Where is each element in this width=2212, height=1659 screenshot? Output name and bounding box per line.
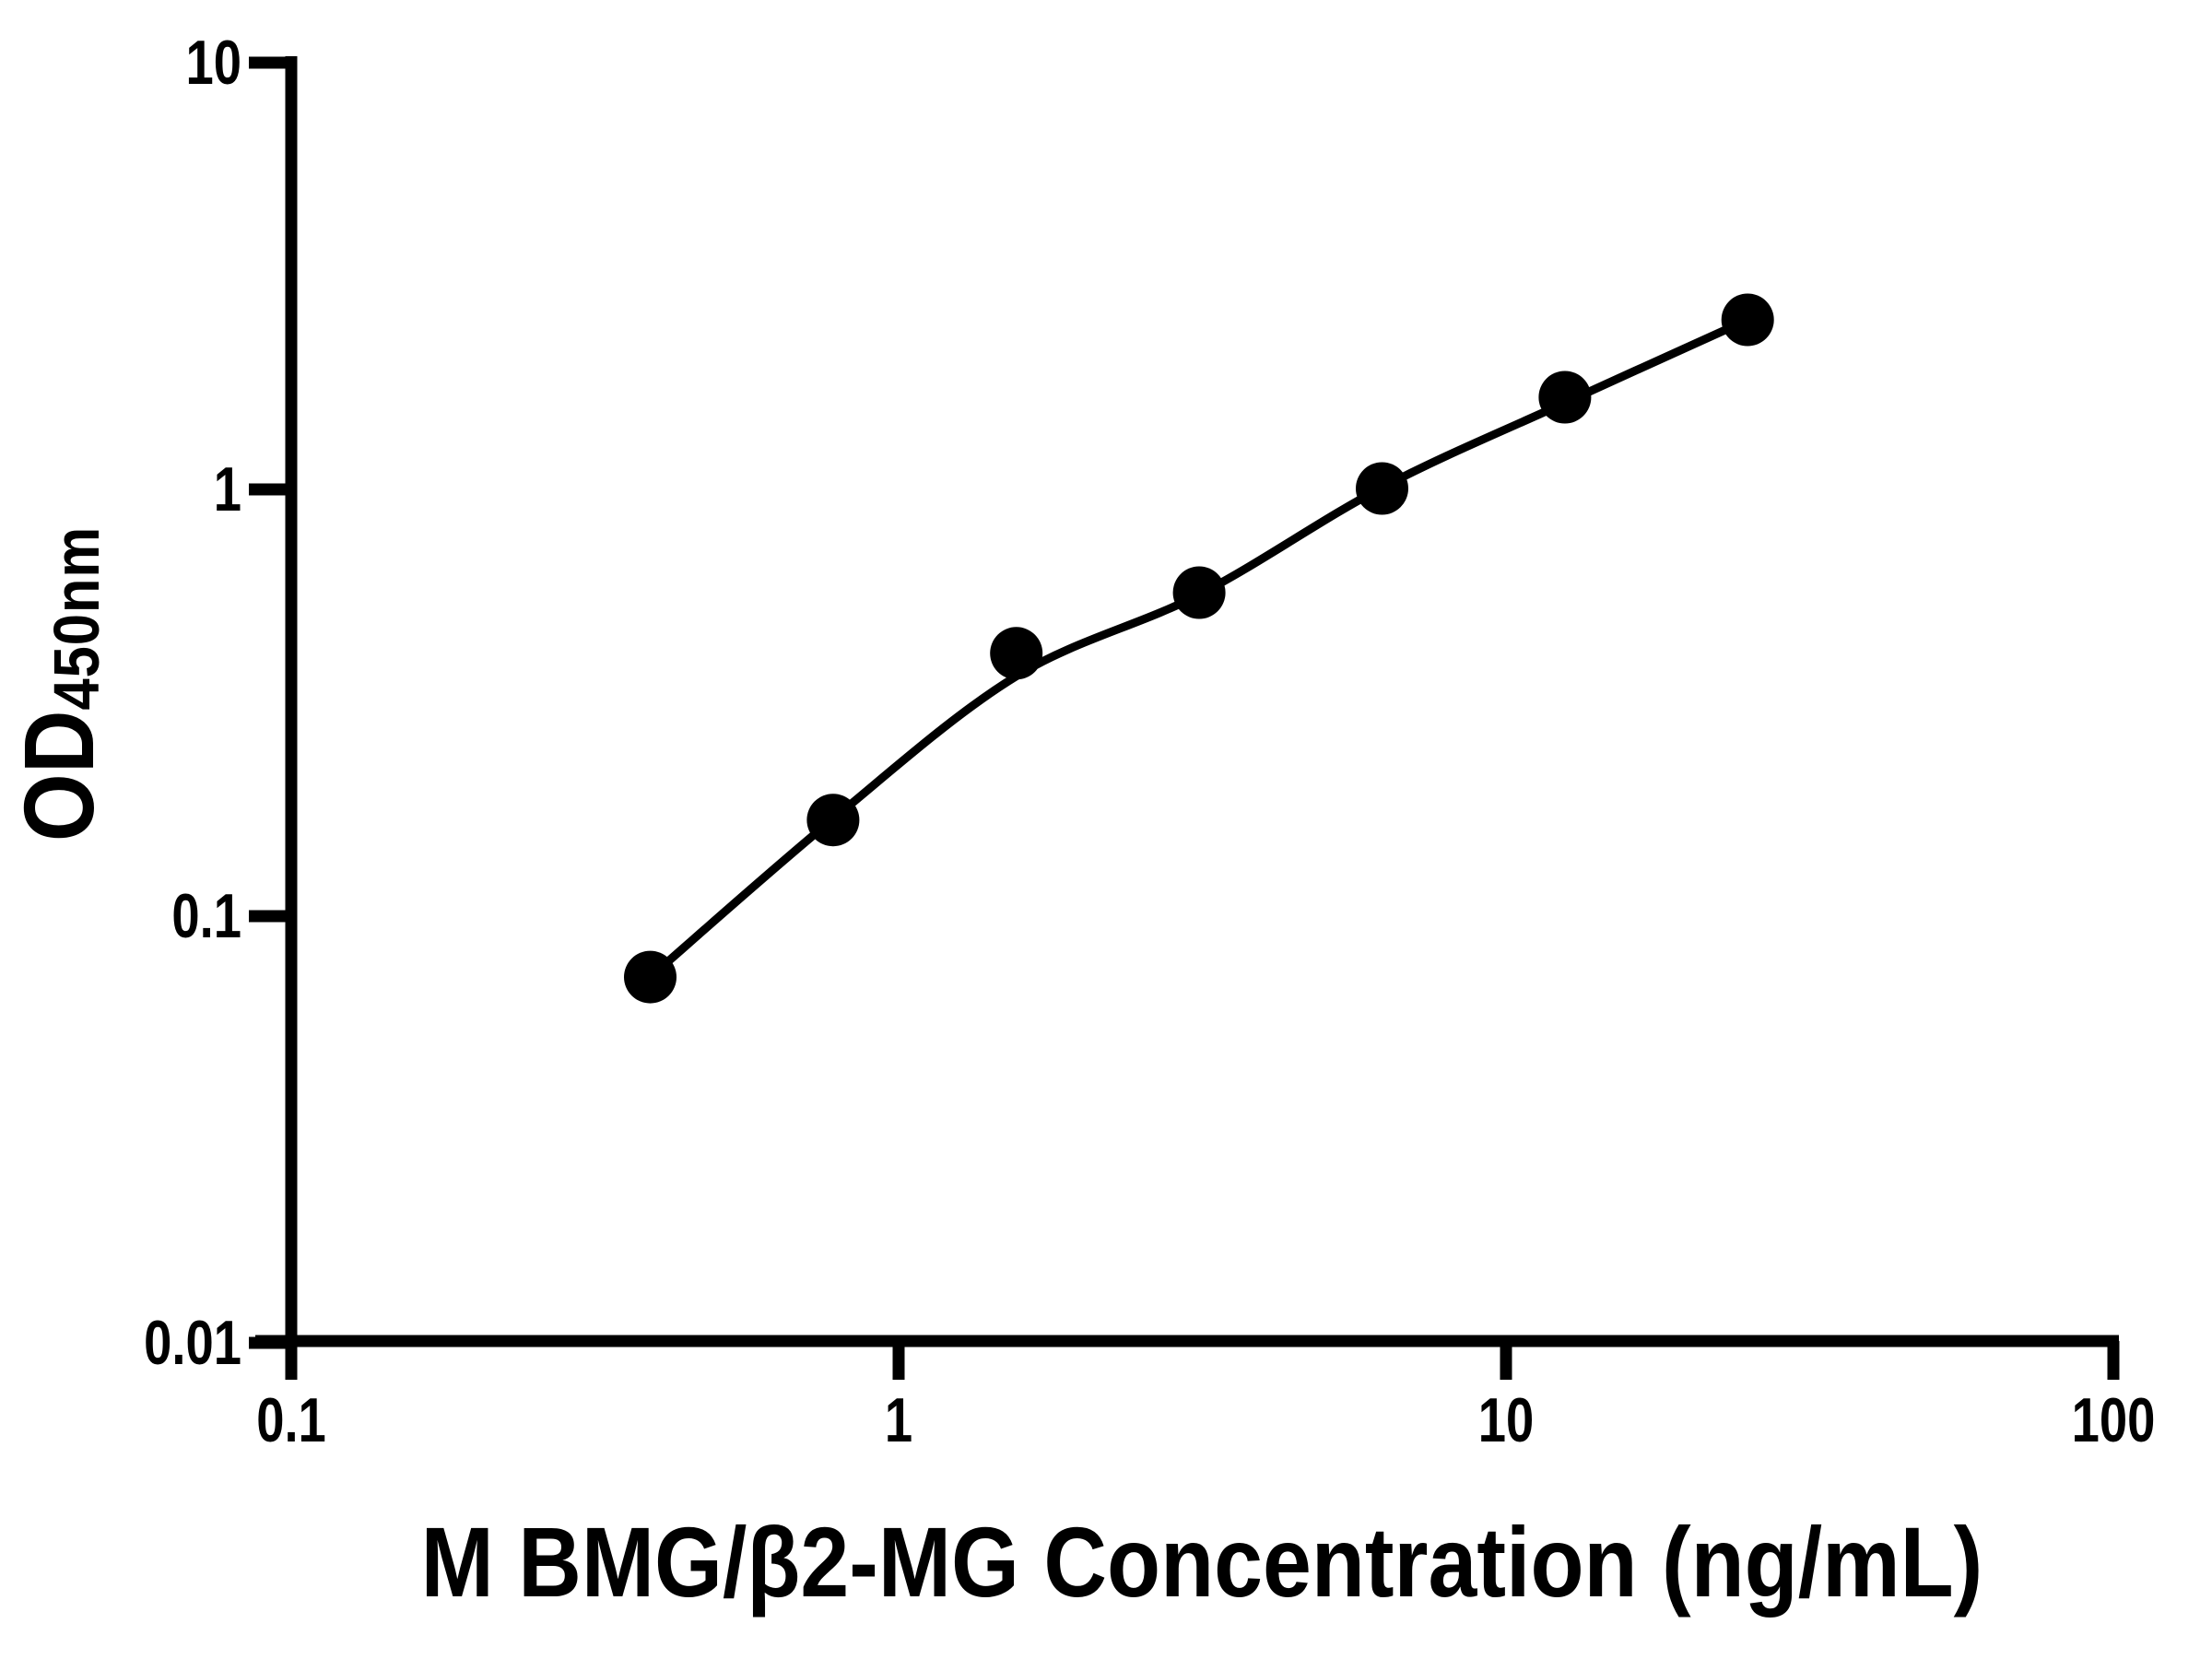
x-axis-title: M BMG/β2-MG Concentration (ng/mL) [420, 1506, 1983, 1618]
data-point [1721, 293, 1774, 347]
y-tick-label: 0.01 [144, 1308, 241, 1378]
axes [255, 56, 2119, 1380]
axis-ticks [249, 56, 2120, 1380]
x-tick-label: 10 [1477, 1385, 1535, 1455]
data-point [990, 627, 1043, 680]
data-point [624, 950, 677, 1004]
fit-curve [647, 315, 1750, 981]
y-tick-label: 10 [185, 28, 241, 98]
x-tick-label: 100 [2071, 1385, 2156, 1455]
y-axis-title-main: OD [3, 710, 114, 842]
x-tick-label: 0.1 [256, 1385, 326, 1455]
data-point [1538, 371, 1592, 424]
x-tick-label: 1 [884, 1385, 913, 1455]
data-points [624, 293, 1774, 1004]
data-point [806, 794, 860, 847]
data-point [1356, 462, 1408, 515]
y-tick-label: 0.1 [171, 881, 241, 951]
data-point [1172, 566, 1226, 619]
y-tick-label: 1 [213, 454, 241, 524]
y-axis-title-subscript: 450nm [41, 525, 112, 711]
